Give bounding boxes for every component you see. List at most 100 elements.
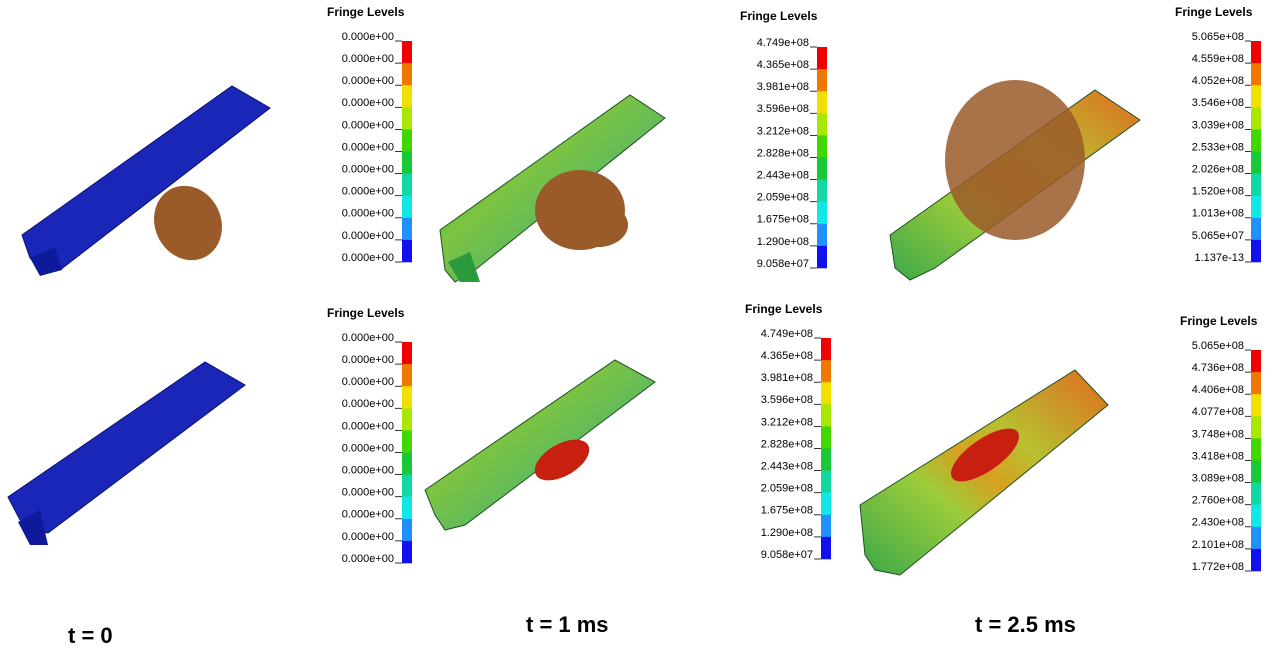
legend-label: 4.365e+08 <box>761 350 813 362</box>
legend-label: 0.000e+00 <box>342 186 394 198</box>
legend-label: 2.430e+08 <box>1192 517 1244 529</box>
legend-label: 4.749e+08 <box>757 37 809 49</box>
color-swatch <box>1251 350 1261 372</box>
color-swatch <box>1251 505 1261 527</box>
color-swatch <box>821 515 831 537</box>
color-swatch <box>821 360 831 382</box>
time-label: t = 1 ms <box>526 612 609 637</box>
legend-label: 3.039e+08 <box>1192 119 1244 131</box>
plate-deformed <box>890 80 1140 280</box>
color-swatch <box>817 246 827 268</box>
color-swatch <box>1251 240 1261 262</box>
legend-label: 3.546e+08 <box>1192 97 1244 109</box>
color-swatch <box>1251 41 1261 63</box>
plate-deformed <box>425 360 655 530</box>
legend-label: 0.000e+00 <box>342 208 394 220</box>
time-label: t = 2.5 ms <box>975 612 1076 637</box>
legend-title: Fringe Levels <box>740 9 818 23</box>
legend-label: 4.749e+08 <box>761 328 813 340</box>
color-swatch <box>402 541 412 563</box>
color-swatch <box>821 537 831 559</box>
color-swatch <box>1251 483 1261 505</box>
color-swatch <box>1251 85 1261 107</box>
color-swatch <box>821 382 831 404</box>
legend-label: 1.137e-13 <box>1194 252 1244 264</box>
color-swatch <box>402 107 412 129</box>
color-swatch <box>1251 129 1261 151</box>
legend-label: 0.000e+00 <box>342 442 394 454</box>
color-swatch <box>1251 438 1261 460</box>
legend-label: 5.065e+08 <box>1192 340 1244 352</box>
color-swatch <box>402 430 412 452</box>
legend-label: 0.000e+00 <box>342 465 394 477</box>
legend-label: 2.443e+08 <box>761 461 813 473</box>
legend-label: 0.000e+00 <box>342 230 394 242</box>
legend-title: Fringe Levels <box>1175 5 1253 19</box>
plate-blue <box>22 86 270 276</box>
legend-label: 0.000e+00 <box>342 75 394 87</box>
legend-label: 1.290e+08 <box>757 236 809 248</box>
color-swatch <box>1251 527 1261 549</box>
color-swatch <box>402 129 412 151</box>
color-swatch <box>402 218 412 240</box>
plate-deformed <box>860 370 1108 575</box>
time-label: t = 0 <box>68 623 113 648</box>
legend-title: Fringe Levels <box>1180 314 1258 328</box>
legend-label: 2.828e+08 <box>761 438 813 450</box>
legend-label: 1.520e+08 <box>1192 186 1244 198</box>
color-swatch <box>1251 461 1261 483</box>
color-swatch <box>402 386 412 408</box>
color-swatch <box>402 497 412 519</box>
color-swatch <box>817 113 827 135</box>
legend-label: 2.101e+08 <box>1192 539 1244 551</box>
plate-blue <box>8 362 245 545</box>
legend-label: 9.058e+07 <box>757 258 809 270</box>
legend-label: 0.000e+00 <box>342 31 394 43</box>
color-swatch <box>821 493 831 515</box>
color-swatch <box>402 519 412 541</box>
color-swatch <box>821 338 831 360</box>
legend-label: 0.000e+00 <box>342 354 394 366</box>
legend-label: 5.065e+08 <box>1192 31 1244 43</box>
color-swatch <box>402 453 412 475</box>
legend-label: 4.077e+08 <box>1192 406 1244 418</box>
legend-label: 0.000e+00 <box>342 53 394 65</box>
color-swatch <box>1251 196 1261 218</box>
legend-label: 2.828e+08 <box>757 147 809 159</box>
legend-label: 0.000e+00 <box>342 376 394 388</box>
color-swatch <box>821 404 831 426</box>
legend-label: 2.059e+08 <box>761 483 813 495</box>
legend-label: 9.058e+07 <box>761 549 813 561</box>
color-swatch <box>817 47 827 69</box>
color-swatch <box>402 342 412 364</box>
legend-label: 0.000e+00 <box>342 420 394 432</box>
legend-label: 3.418e+08 <box>1192 450 1244 462</box>
color-swatch <box>402 408 412 430</box>
legend-label: 0.000e+00 <box>342 164 394 176</box>
legend-label: 4.559e+08 <box>1192 53 1244 65</box>
legend-label: 3.089e+08 <box>1192 473 1244 485</box>
legend-label: 0.000e+00 <box>342 252 394 264</box>
legend-label: 3.596e+08 <box>757 103 809 115</box>
color-swatch <box>402 240 412 262</box>
color-swatch <box>1251 174 1261 196</box>
legend-label: 1.675e+08 <box>761 505 813 517</box>
legend-label: 0.000e+00 <box>342 332 394 344</box>
legend-label: 4.052e+08 <box>1192 75 1244 87</box>
color-swatch <box>1251 549 1261 571</box>
legend-label: 5.065e+07 <box>1192 230 1244 242</box>
legend-label: 3.212e+08 <box>757 125 809 137</box>
color-swatch <box>1251 218 1261 240</box>
color-swatch <box>821 426 831 448</box>
color-swatch <box>817 202 827 224</box>
legend-label: 3.596e+08 <box>761 394 813 406</box>
legend-label: 2.533e+08 <box>1192 141 1244 153</box>
legend-label: 0.000e+00 <box>342 97 394 109</box>
legend-label: 4.406e+08 <box>1192 384 1244 396</box>
color-swatch <box>402 41 412 63</box>
legend-label: 3.212e+08 <box>761 416 813 428</box>
legend-label: 3.981e+08 <box>761 372 813 384</box>
legend-label: 1.772e+08 <box>1192 561 1244 573</box>
legend-label: 0.000e+00 <box>342 119 394 131</box>
legend-label: 1.013e+08 <box>1192 208 1244 220</box>
